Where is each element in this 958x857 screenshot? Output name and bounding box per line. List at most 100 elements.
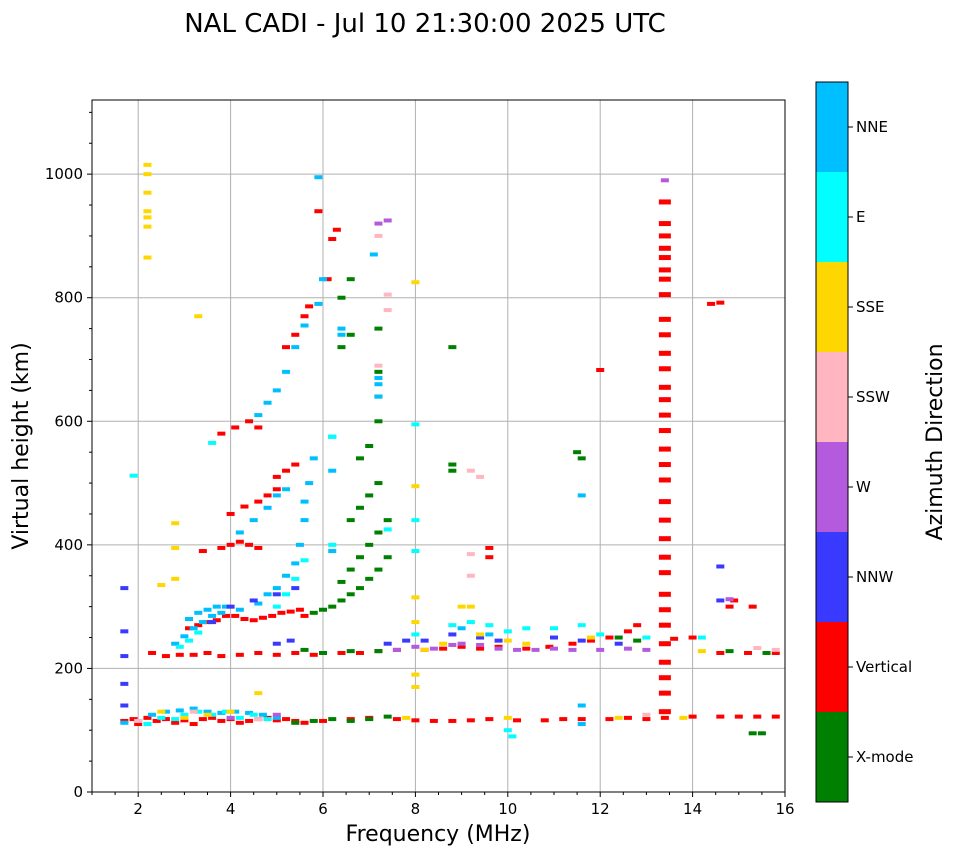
x-tick-label: 4: [226, 800, 236, 818]
echo-point-nnw: [249, 598, 258, 603]
echo-point-w: [429, 646, 438, 651]
echo-point-vertical: [392, 717, 401, 722]
echo-point-vertical: [658, 570, 671, 576]
echo-point-nne: [175, 708, 184, 713]
echo-point-nnw: [120, 703, 129, 708]
echo-point-x-mode: [309, 610, 318, 615]
echo-point-nne: [208, 613, 217, 618]
echo-point-vertical: [235, 720, 244, 725]
echo-point-x-mode: [633, 638, 642, 643]
echo-point-sse: [411, 620, 420, 625]
echo-point-x-mode: [383, 555, 392, 560]
echo-point-vertical: [272, 718, 281, 723]
echo-point-vertical: [545, 644, 554, 649]
data-points: [120, 162, 780, 739]
echo-point-sse: [586, 635, 595, 640]
echo-point-nne: [282, 573, 291, 578]
echo-point-vertical: [633, 623, 642, 628]
y-tick-label: 400: [54, 536, 83, 554]
echo-point-nnw: [448, 632, 457, 637]
echo-point-e: [185, 638, 194, 643]
echo-point-x-mode: [383, 714, 392, 719]
echo-point-sse: [180, 715, 189, 720]
echo-point-vertical: [725, 604, 734, 609]
echo-point-x-mode: [614, 635, 623, 640]
echo-point-x-mode: [346, 567, 355, 572]
echo-point-sse: [457, 604, 466, 609]
echo-point-vertical: [716, 714, 725, 719]
echo-point-vertical: [291, 650, 300, 655]
echo-point-e: [143, 722, 152, 727]
echo-point-nne: [309, 456, 318, 461]
echo-point-x-mode: [337, 598, 346, 603]
echo-point-ssw: [383, 308, 392, 313]
echo-point-e: [508, 734, 517, 739]
echo-point-e: [235, 715, 244, 720]
echo-point-vertical: [235, 539, 244, 544]
echo-point-nne: [231, 709, 240, 714]
echo-point-ssw: [383, 292, 392, 297]
echo-point-sse: [194, 314, 203, 319]
echo-point-w: [226, 715, 235, 720]
echo-point-nne: [198, 620, 207, 625]
colorbar-title: Azimuth Direction: [923, 343, 948, 540]
echo-point-vertical: [249, 618, 258, 623]
echo-point-vertical: [291, 332, 300, 337]
echo-point-x-mode: [346, 592, 355, 597]
echo-point-nne: [235, 607, 244, 612]
echo-point-e: [411, 422, 420, 427]
echo-point-vertical: [245, 542, 254, 547]
echo-point-vertical: [540, 718, 549, 723]
echo-point-e: [194, 709, 203, 714]
echo-point-w: [596, 647, 605, 652]
echo-point-vertical: [134, 722, 143, 727]
echo-point-e: [272, 604, 281, 609]
echo-point-e: [300, 558, 309, 563]
y-tick-label: 0: [73, 783, 83, 801]
echo-point-x-mode: [309, 718, 318, 723]
echo-point-vertical: [411, 718, 420, 723]
echo-point-sse: [143, 190, 152, 195]
echo-point-sse: [679, 715, 688, 720]
echo-point-x-mode: [328, 604, 337, 609]
echo-point-x-mode: [346, 649, 355, 654]
colorbar-segment: [816, 352, 848, 442]
echo-point-x-mode: [374, 369, 383, 374]
echo-point-w: [494, 646, 503, 651]
echo-point-nne: [185, 617, 194, 621]
echo-point-vertical: [203, 620, 212, 625]
echo-point-nne: [577, 493, 586, 498]
echo-point-vertical: [748, 604, 757, 609]
echo-point-nnw: [716, 598, 725, 603]
echo-point-vertical: [355, 650, 364, 655]
echo-point-e: [221, 709, 230, 714]
echo-point-ssw: [753, 646, 762, 651]
echo-point-vertical: [658, 245, 671, 251]
echo-point-e: [485, 623, 494, 628]
echo-point-sse: [476, 632, 485, 637]
echo-point-sse: [402, 715, 411, 720]
echo-point-vertical: [658, 316, 671, 322]
echo-point-w: [550, 646, 558, 651]
echo-point-vertical: [716, 650, 725, 655]
echo-point-nne: [291, 345, 300, 350]
x-tick-label: 16: [775, 800, 794, 818]
echo-point-w: [725, 597, 734, 602]
echo-point-nnw: [272, 641, 281, 646]
echo-point-sse: [254, 691, 263, 696]
echo-point-x-mode: [374, 567, 383, 572]
echo-point-nnw: [402, 638, 411, 643]
echo-point-sse: [143, 172, 152, 177]
echo-point-e: [175, 644, 184, 649]
echo-point-vertical: [240, 617, 249, 621]
colorbar-label: NNW: [856, 568, 893, 586]
echo-point-sse: [503, 715, 512, 720]
echo-point-vertical: [221, 613, 230, 618]
echo-point-sse: [411, 280, 420, 285]
echo-point-nne: [300, 499, 309, 504]
echo-point-sse: [420, 647, 429, 652]
echo-point-nne: [485, 632, 494, 637]
colorbar: X-mode Vertical NNW W SSW SSE E NNE: [815, 81, 913, 803]
echo-point-nne: [258, 712, 267, 717]
chart-title: NAL CADI - Jul 10 21:30:00 2025 UTC: [184, 9, 666, 39]
